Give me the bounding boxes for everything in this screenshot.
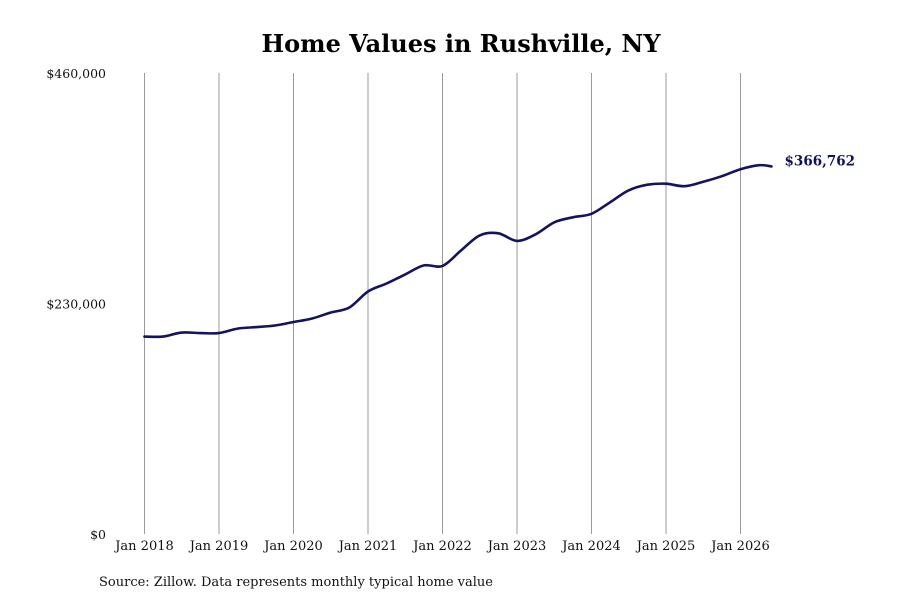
x-tick-label: Jan 2018: [113, 539, 174, 554]
x-tick-label: Jan 2023: [486, 539, 547, 554]
x-tick-label: Jan 2021: [337, 539, 398, 554]
y-tick-label: $460,000: [46, 66, 106, 81]
x-tick-label: Jan 2024: [560, 539, 621, 554]
home-value-line: [143, 163, 773, 339]
x-axis-ticks: Jan 2018 Jan 2019 Jan 2020 Jan 2021 Jan 2022…: [113, 539, 770, 554]
x-tick-label: Jan 2022: [411, 539, 472, 554]
latest-value-label: $366,762: [785, 153, 855, 169]
x-tick-label: Jan 2025: [635, 539, 696, 554]
x-tick-label: Jan 2026: [709, 539, 770, 554]
y-tick-label: $0: [90, 527, 106, 542]
y-tick-label: $230,000: [46, 297, 106, 312]
y-axis-ticks: $0 $230,000 $460,000: [46, 66, 106, 542]
grid-lines: [144, 73, 741, 534]
x-tick-label: Jan 2019: [188, 539, 249, 554]
x-tick-label: Jan 2020: [262, 539, 323, 554]
chart-title: Home Values in Rushville, NY: [262, 29, 662, 58]
source-note: Source: Zillow. Data represents monthly …: [99, 575, 493, 590]
